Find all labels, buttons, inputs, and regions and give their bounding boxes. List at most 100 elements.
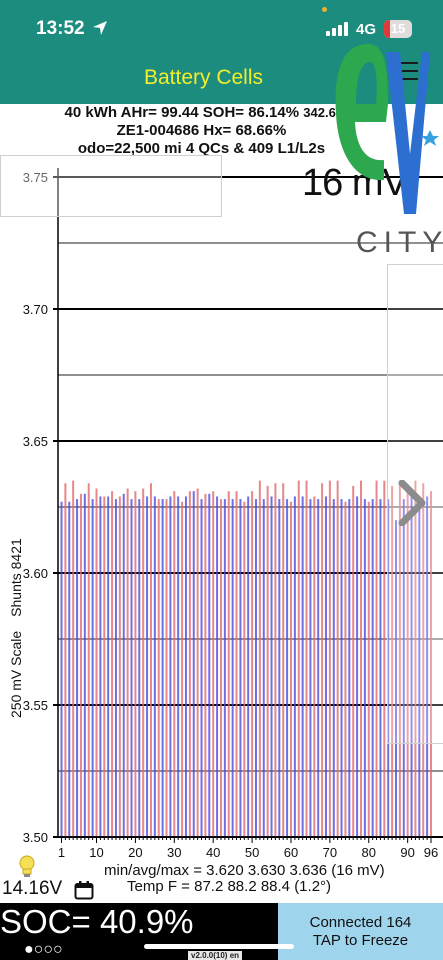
cell-bar-69[interactable] — [324, 496, 327, 837]
cell-bar-44[interactable] — [227, 491, 230, 837]
cell-bar-93[interactable] — [418, 496, 421, 837]
cell-bar-75[interactable] — [348, 499, 351, 837]
cell-bar-8[interactable] — [87, 483, 90, 837]
cell-bar-96[interactable] — [430, 491, 432, 837]
cell-bar-84[interactable] — [383, 480, 386, 837]
cell-bar-66[interactable] — [313, 496, 316, 837]
cell-bar-51[interactable] — [254, 499, 257, 837]
cell-bar-53[interactable] — [262, 499, 265, 837]
cell-bar-39[interactable] — [208, 493, 211, 837]
cell-bar-76[interactable] — [352, 485, 355, 837]
connection-status-button[interactable]: Connected 164 TAP to Freeze — [278, 903, 443, 960]
cell-bar-42[interactable] — [219, 499, 222, 837]
cell-bar-49[interactable] — [247, 496, 250, 837]
cell-bar-92[interactable] — [414, 480, 417, 837]
cell-bar-67[interactable] — [317, 499, 320, 837]
cell-bar-65[interactable] — [309, 499, 312, 837]
cell-voltage-chart[interactable]: 3.50 3.55 3.60 3.65 3.70 3.75 1 10 20 30 40 50 60 70 8… — [0, 150, 443, 860]
cell-bar-2[interactable] — [64, 483, 67, 837]
cell-bar-50[interactable] — [251, 491, 254, 837]
cell-bar-7[interactable] — [83, 493, 86, 837]
cell-bar-81[interactable] — [371, 499, 374, 837]
calendar-icon[interactable] — [74, 880, 94, 900]
cell-bar-83[interactable] — [379, 499, 382, 837]
cell-bar-68[interactable] — [321, 483, 324, 837]
cell-bar-27[interactable] — [161, 499, 164, 837]
cell-bar-46[interactable] — [235, 491, 238, 837]
cell-bar-4[interactable] — [72, 480, 75, 837]
cell-bar-23[interactable] — [146, 496, 149, 837]
cell-bar-60[interactable] — [289, 501, 292, 837]
cell-bar-43[interactable] — [223, 499, 226, 837]
cell-bar-62[interactable] — [297, 480, 300, 837]
cell-bar-52[interactable] — [258, 480, 261, 837]
cell-bar-18[interactable] — [126, 488, 129, 837]
cell-bar-87[interactable] — [394, 520, 397, 837]
cell-bar-40[interactable] — [212, 491, 215, 837]
cell-bar-57[interactable] — [278, 499, 281, 837]
cell-bar-15[interactable] — [114, 499, 117, 837]
cell-bar-86[interactable] — [391, 485, 394, 837]
cell-bar-90[interactable] — [406, 485, 409, 837]
cell-bar-41[interactable] — [216, 496, 219, 837]
cell-bar-91[interactable] — [410, 496, 413, 837]
chevron-right-icon[interactable] — [396, 480, 426, 526]
cell-bar-22[interactable] — [142, 488, 145, 837]
cell-bar-54[interactable] — [266, 485, 269, 837]
cell-bar-13[interactable] — [107, 496, 110, 837]
cell-bar-56[interactable] — [274, 483, 277, 837]
cell-bar-72[interactable] — [336, 480, 339, 837]
page-indicator-dots[interactable]: ●○○○ — [24, 941, 63, 958]
cell-bar-71[interactable] — [332, 499, 335, 837]
cell-bar-29[interactable] — [169, 496, 172, 837]
cell-bar-5[interactable] — [76, 499, 79, 837]
cell-bar-32[interactable] — [181, 501, 184, 837]
cell-bar-95[interactable] — [426, 496, 429, 837]
home-indicator[interactable] — [144, 944, 294, 949]
cell-bar-48[interactable] — [243, 501, 246, 837]
cell-bar-1[interactable] — [60, 501, 63, 837]
cell-bar-34[interactable] — [188, 491, 191, 837]
cell-bar-59[interactable] — [286, 499, 289, 837]
cell-bar-10[interactable] — [95, 488, 98, 837]
cell-bar-61[interactable] — [293, 496, 296, 837]
soc-panel[interactable]: SOC= 40.9% ●○○○ — [0, 903, 278, 960]
cell-bar-28[interactable] — [165, 499, 168, 837]
cell-bar-58[interactable] — [282, 483, 285, 837]
cell-bar-12[interactable] — [103, 496, 106, 837]
cell-bar-14[interactable] — [111, 491, 114, 837]
cell-bar-19[interactable] — [130, 499, 133, 837]
chart-zoom-region[interactable] — [0, 155, 222, 217]
cell-bar-64[interactable] — [305, 480, 308, 837]
cell-bar-25[interactable] — [153, 496, 156, 837]
cell-bar-79[interactable] — [363, 499, 366, 837]
cell-bar-63[interactable] — [301, 496, 304, 837]
cell-bar-17[interactable] — [122, 493, 125, 837]
cell-bar-88[interactable] — [398, 483, 401, 837]
cell-bar-3[interactable] — [68, 501, 71, 837]
cell-bar-82[interactable] — [375, 480, 378, 837]
cell-bar-78[interactable] — [359, 480, 362, 837]
cell-bar-36[interactable] — [196, 488, 199, 837]
cell-bar-33[interactable] — [184, 496, 187, 837]
cell-bar-20[interactable] — [134, 491, 137, 837]
cell-bar-94[interactable] — [422, 483, 425, 837]
cell-bar-55[interactable] — [270, 496, 273, 837]
cell-bar-74[interactable] — [344, 501, 347, 837]
cell-bar-47[interactable] — [239, 499, 242, 837]
cell-bar-26[interactable] — [157, 499, 160, 837]
cell-bar-31[interactable] — [177, 496, 180, 837]
cell-bar-45[interactable] — [231, 499, 234, 837]
hamburger-menu-icon[interactable] — [398, 62, 418, 84]
cell-bar-6[interactable] — [79, 493, 82, 837]
cell-bar-70[interactable] — [328, 480, 331, 837]
cell-bar-16[interactable] — [118, 496, 121, 837]
cell-bar-9[interactable] — [91, 499, 94, 837]
cell-bar-24[interactable] — [149, 483, 152, 837]
lightbulb-icon[interactable] — [18, 855, 36, 879]
cell-bar-80[interactable] — [367, 501, 370, 837]
cell-bar-11[interactable] — [99, 496, 102, 837]
side-scroll-panel[interactable] — [387, 264, 443, 744]
cell-bar-77[interactable] — [356, 496, 359, 837]
cell-bar-21[interactable] — [138, 499, 141, 837]
